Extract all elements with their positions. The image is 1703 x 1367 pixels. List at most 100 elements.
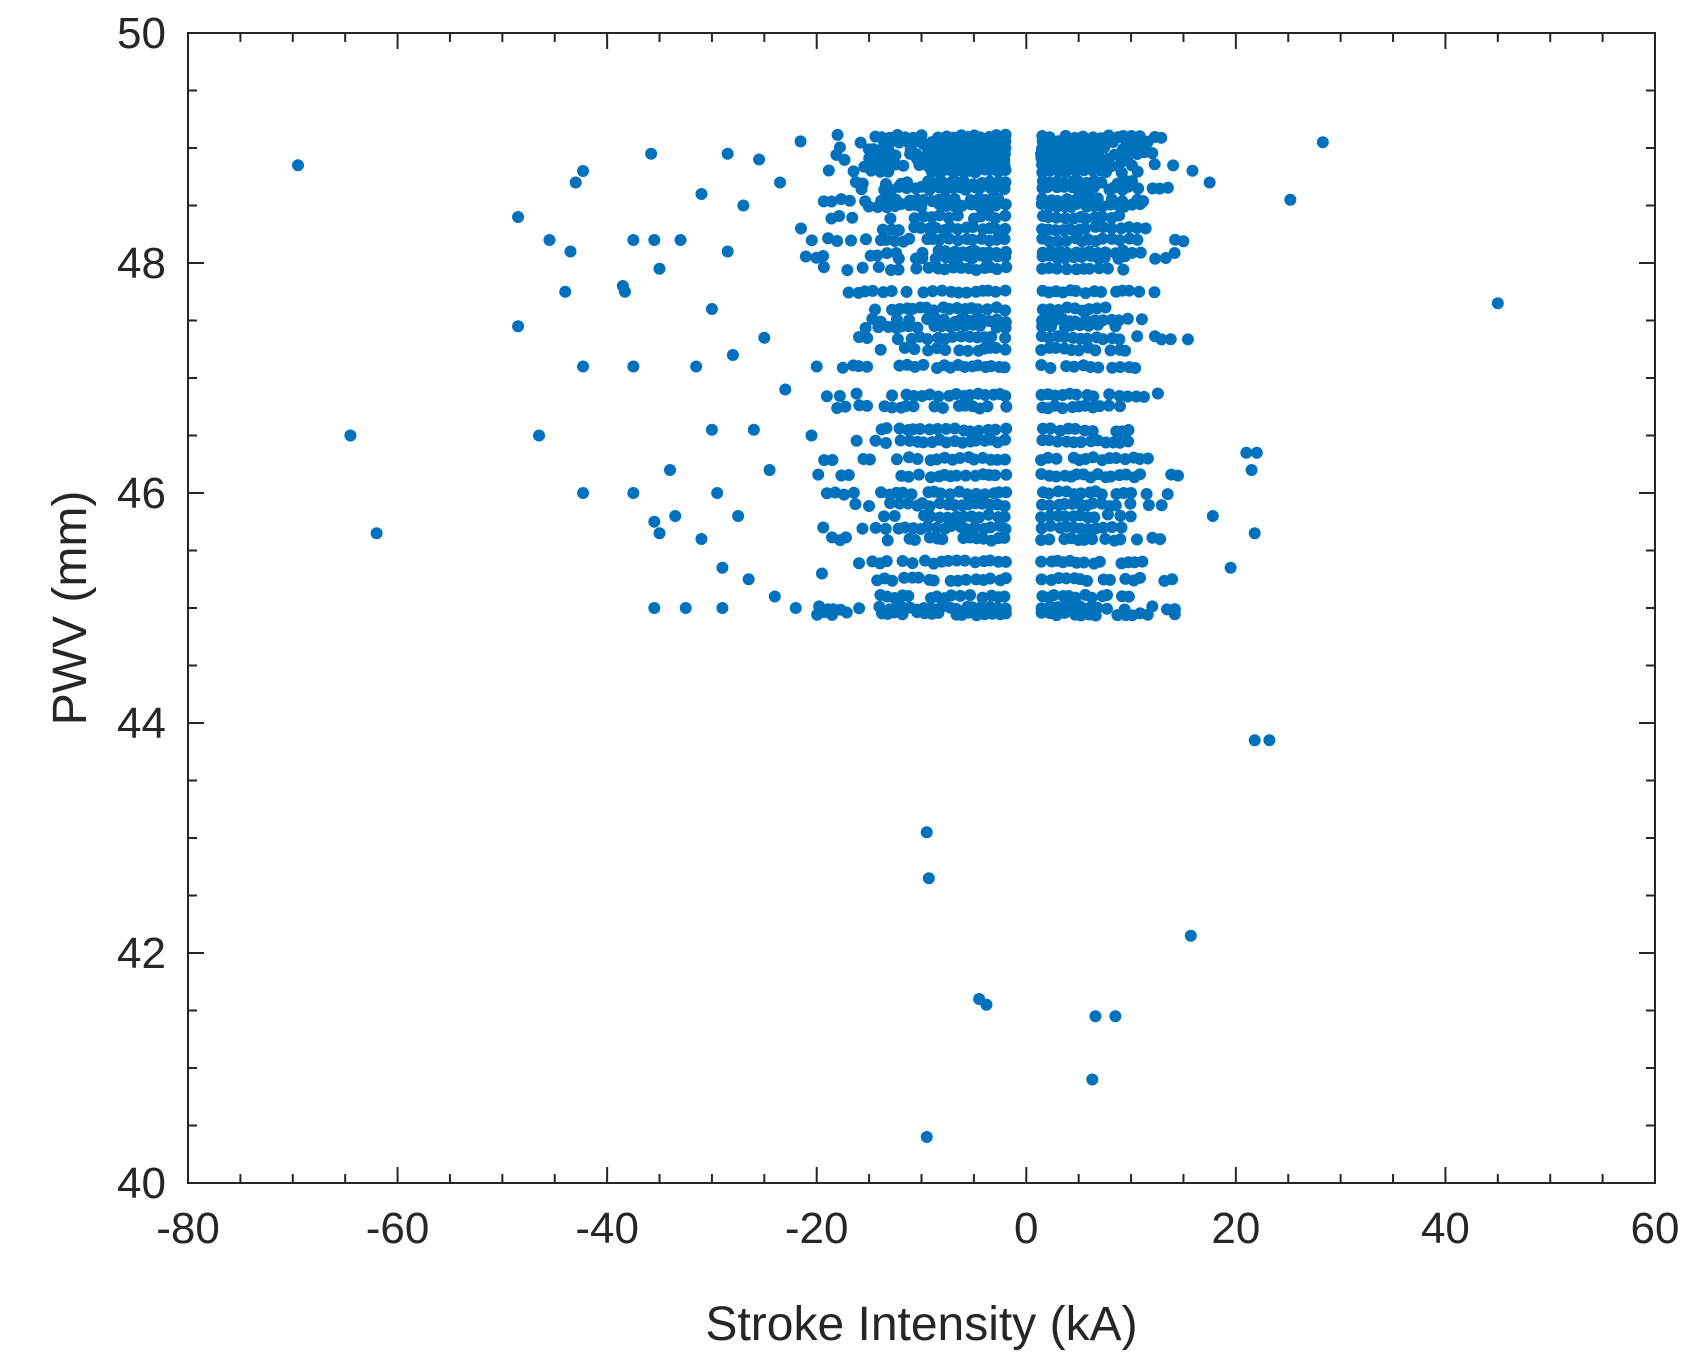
data-point	[1102, 399, 1115, 412]
data-point	[1051, 435, 1064, 448]
data-point	[559, 285, 572, 298]
data-point	[1316, 136, 1329, 149]
data-point	[976, 451, 989, 464]
data-point	[695, 188, 708, 200]
data-point	[1101, 262, 1114, 275]
data-point	[1095, 285, 1108, 298]
data-point	[1088, 511, 1101, 524]
data-point	[944, 574, 957, 587]
data-point	[627, 487, 640, 499]
data-point	[924, 471, 937, 484]
data-point	[874, 234, 887, 247]
data-point	[1109, 1010, 1122, 1023]
data-point	[1140, 488, 1153, 501]
data-point	[1089, 1010, 1102, 1023]
data-point	[906, 571, 919, 584]
data-point	[954, 589, 967, 602]
data-point	[820, 390, 833, 403]
data-point	[943, 232, 956, 245]
data-point	[817, 521, 830, 534]
data-point	[850, 434, 863, 447]
data-point	[1081, 574, 1094, 587]
data-point	[835, 193, 848, 206]
data-point	[893, 497, 906, 510]
data-point	[1103, 573, 1116, 586]
data-point	[690, 360, 703, 373]
data-point	[961, 249, 974, 262]
data-point	[1104, 344, 1117, 357]
data-point	[1110, 451, 1123, 464]
data-point	[852, 330, 865, 343]
x-tick-label: -60	[366, 1204, 430, 1253]
data-point	[908, 221, 921, 234]
data-point	[1135, 313, 1148, 326]
data-point	[1101, 602, 1114, 615]
data-point	[721, 147, 734, 160]
data-point	[846, 211, 859, 224]
data-point	[895, 469, 908, 482]
data-point	[817, 195, 830, 208]
data-point	[836, 361, 849, 374]
data-point	[577, 165, 590, 177]
data-point	[879, 522, 892, 535]
data-point	[812, 468, 825, 481]
data-point	[1155, 333, 1168, 346]
data-point	[742, 573, 755, 586]
data-point	[1134, 468, 1147, 481]
data-point	[1284, 193, 1297, 206]
data-point	[847, 165, 860, 178]
data-point	[1060, 263, 1073, 276]
data-point	[1043, 164, 1056, 177]
data-point	[1117, 263, 1130, 276]
y-tick-label: 44	[117, 699, 166, 748]
data-point	[850, 387, 863, 400]
y-tick-label: 42	[117, 929, 166, 978]
data-point	[1159, 252, 1172, 265]
y-tick-label: 40	[117, 1159, 166, 1208]
axis-ticks	[187, 32, 1656, 1184]
data-point	[920, 1131, 933, 1143]
data-point	[831, 402, 844, 415]
data-point	[1058, 510, 1071, 523]
data-point	[859, 233, 872, 246]
data-point	[871, 574, 884, 587]
data-point	[885, 223, 898, 236]
data-point	[1044, 361, 1057, 374]
data-point	[1184, 929, 1197, 942]
data-point	[831, 128, 844, 141]
data-point	[799, 250, 812, 263]
data-point	[648, 515, 661, 528]
data-point	[857, 453, 870, 466]
data-point	[869, 434, 882, 447]
data-point	[957, 165, 970, 178]
data-point	[984, 182, 997, 195]
data-point	[886, 303, 899, 316]
data-point	[881, 534, 894, 547]
data-point	[705, 303, 718, 315]
x-tick-label: 20	[1211, 1204, 1260, 1253]
data-point	[911, 499, 924, 512]
data-point	[869, 303, 882, 316]
data-point	[841, 264, 854, 277]
data-point	[753, 153, 766, 166]
data-point	[1081, 332, 1094, 345]
data-point	[1186, 164, 1199, 177]
data-point	[1149, 252, 1162, 265]
data-point	[1177, 235, 1190, 248]
data-point	[716, 602, 729, 614]
data-point	[1044, 519, 1057, 532]
data-point	[852, 286, 865, 299]
data-point	[1161, 181, 1174, 194]
data-point	[1106, 136, 1119, 149]
data-point	[940, 251, 953, 264]
data-point	[1122, 435, 1135, 448]
data-point	[1098, 251, 1111, 264]
data-point	[879, 436, 892, 449]
data-point	[810, 251, 823, 264]
data-point	[969, 181, 982, 194]
data-point	[1168, 247, 1181, 260]
data-point	[950, 608, 963, 621]
data-point	[716, 561, 729, 574]
data-point	[1079, 222, 1092, 235]
data-point	[1058, 252, 1071, 265]
